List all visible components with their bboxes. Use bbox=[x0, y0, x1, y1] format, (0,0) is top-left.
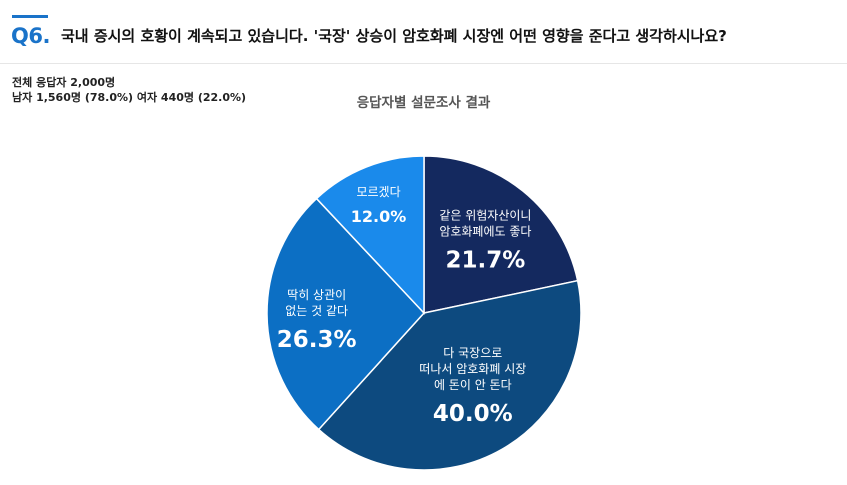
slice-percent: 12.0% bbox=[351, 207, 407, 226]
pie-slice bbox=[423, 155, 579, 314]
question-accent-bar bbox=[12, 15, 48, 18]
pie-slice bbox=[315, 155, 425, 315]
question-number: Q6. bbox=[11, 24, 50, 48]
chart-title: 응답자별 설문조사 결과 bbox=[356, 95, 491, 111]
slice-label: 에 돈이 안 돈다 bbox=[434, 378, 512, 392]
slice-label: 없는 것 같다 bbox=[285, 304, 348, 318]
slice-label: 떠나서 암호화폐 시장 bbox=[419, 362, 526, 376]
slice-percent: 26.3% bbox=[277, 327, 357, 353]
slice-label: 다 국장으로 bbox=[443, 346, 502, 360]
slice-label: 암호화폐에도 좋다 bbox=[439, 225, 531, 239]
slice-percent: 21.7% bbox=[445, 248, 525, 274]
slice-label-group: 모르겠다 12.0% bbox=[351, 185, 407, 226]
slice-percent: 40.0% bbox=[433, 401, 513, 427]
slice-label: 모르겠다 bbox=[356, 185, 400, 199]
pie-slice bbox=[266, 197, 426, 431]
header-divider bbox=[0, 63, 847, 64]
sample-breakdown: 남자 1,560명 (78.0%) 여자 440명 (22.0%) bbox=[12, 91, 247, 104]
sample-total: 전체 응답자 2,000명 bbox=[12, 76, 116, 89]
question-text: 국내 증시의 호황이 계속되고 있습니다. '국장' 상승이 암호화폐 시장엔 … bbox=[61, 27, 727, 45]
slice-label: 같은 위험자산이니 bbox=[439, 209, 531, 223]
sample-info: 전체 응답자 2,000명 남자 1,560명 (78.0%) 여자 440명 … bbox=[12, 75, 246, 105]
slice-label: 딱히 상관이 bbox=[287, 288, 346, 302]
pie-slice bbox=[317, 279, 582, 471]
